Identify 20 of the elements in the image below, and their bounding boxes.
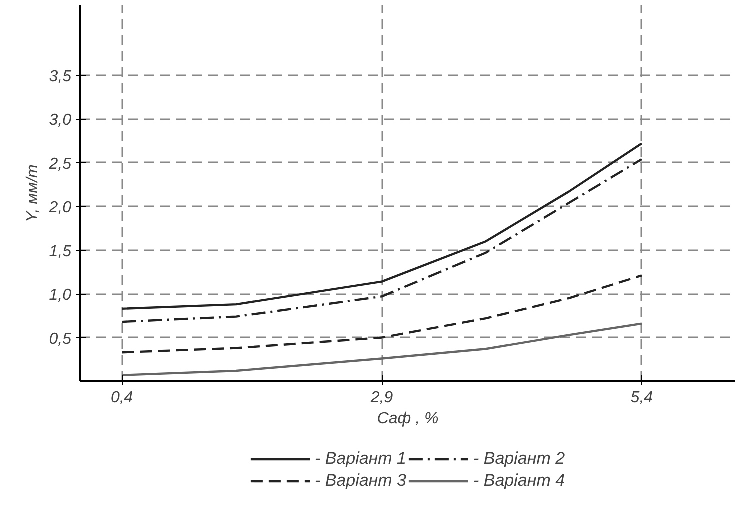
x-axis-title: Cаф , %: [377, 410, 439, 428]
x-tick-label: 0,4: [110, 390, 134, 406]
x-tick-label: 2,9: [370, 390, 394, 406]
y-tick-label: 1,0: [49, 287, 72, 304]
line-series: [120, 142, 644, 310]
legend-label: - Варіант 3: [314, 471, 406, 491]
y-tick-label: 3,5: [49, 68, 72, 86]
y-axis-title: Y, мм/т: [24, 164, 42, 222]
x-tick-label: 5,4: [630, 390, 654, 406]
y-tick-label: 3,0: [49, 112, 72, 130]
line-series: [120, 322, 644, 376]
line-series: [120, 274, 644, 354]
y-tick-label: 2,5: [48, 156, 72, 173]
legend-label: - Варіант 2: [474, 449, 566, 469]
line-series: [120, 158, 644, 324]
legend-label: - Варіант 1: [314, 449, 406, 469]
y-tick-label: 1,5: [49, 243, 72, 260]
y-tick-label: 2,0: [48, 200, 72, 217]
y-tick-label: 0,5: [49, 330, 72, 348]
legend-label: - Варіант 4: [474, 471, 566, 491]
